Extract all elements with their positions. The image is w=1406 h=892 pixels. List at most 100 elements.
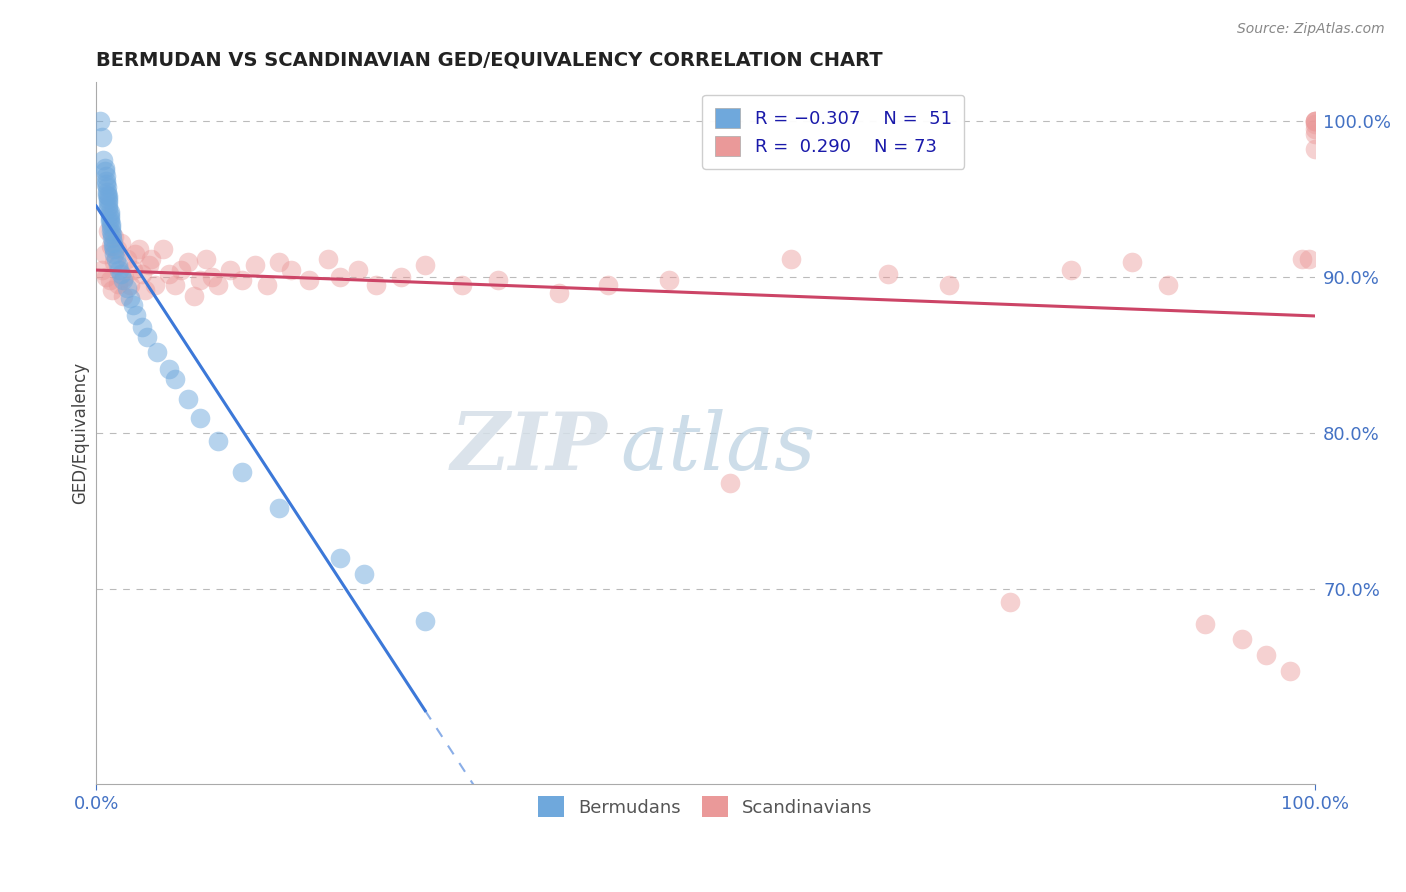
Point [115, 281, 138, 295]
Point [998, 595, 1021, 609]
Point [231, 273, 253, 287]
Point [98, 273, 121, 287]
Point [136, 329, 159, 343]
Point [366, 278, 388, 293]
Point [105, 242, 128, 256]
Point [146, 345, 169, 359]
Point [413, 614, 436, 628]
Point [93, 164, 115, 178]
Point [103, 239, 125, 253]
Point [93, 247, 115, 261]
Point [93, 153, 115, 168]
Point [97, 198, 120, 212]
Text: BERMUDAN VS SCANDINAVIAN GED/EQUIVALENCY CORRELATION CHART: BERMUDAN VS SCANDINAVIAN GED/EQUIVALENCY… [96, 51, 883, 70]
Point [107, 277, 129, 291]
Point [96, 187, 118, 202]
Point [201, 270, 224, 285]
Point [91, 262, 114, 277]
Point [1303, 114, 1326, 128]
Point [1303, 114, 1326, 128]
Point [938, 278, 960, 293]
Point [98, 211, 121, 225]
Point [121, 298, 143, 312]
Point [157, 267, 180, 281]
Point [94, 177, 117, 191]
Point [101, 283, 124, 297]
Point [103, 247, 125, 261]
Point [1230, 632, 1253, 647]
Point [1279, 664, 1302, 678]
Point [110, 267, 132, 281]
Point [112, 270, 135, 285]
Point [165, 372, 187, 386]
Point [108, 262, 131, 277]
Point [100, 217, 122, 231]
Point [170, 262, 193, 277]
Point [1303, 114, 1326, 128]
Point [877, 267, 900, 281]
Point [97, 195, 120, 210]
Point [194, 252, 217, 266]
Point [329, 551, 352, 566]
Point [1303, 122, 1326, 136]
Point [91, 130, 114, 145]
Point [779, 252, 801, 266]
Point [97, 202, 120, 216]
Point [124, 247, 146, 261]
Point [188, 273, 211, 287]
Legend: Bermudans, Scandinavians: Bermudans, Scandinavians [531, 789, 880, 824]
Point [207, 278, 229, 293]
Point [97, 223, 120, 237]
Point [1303, 127, 1326, 141]
Point [1157, 278, 1180, 293]
Point [104, 252, 127, 266]
Text: Source: ZipAtlas.com: Source: ZipAtlas.com [1237, 22, 1385, 37]
Point [100, 220, 122, 235]
Point [658, 273, 681, 287]
Point [98, 208, 121, 222]
Point [176, 392, 198, 406]
Point [329, 270, 352, 285]
Point [96, 185, 118, 199]
Point [89, 114, 111, 128]
Point [413, 258, 436, 272]
Point [267, 254, 290, 268]
Point [486, 273, 509, 287]
Point [450, 278, 472, 293]
Point [101, 227, 124, 241]
Point [96, 180, 118, 194]
Point [121, 262, 143, 277]
Point [316, 252, 339, 266]
Point [97, 192, 120, 206]
Point [1060, 262, 1083, 277]
Point [207, 434, 229, 449]
Point [280, 262, 302, 277]
Point [115, 252, 138, 266]
Point [111, 273, 134, 287]
Point [120, 278, 142, 293]
Point [256, 278, 278, 293]
Point [298, 273, 321, 287]
Point [143, 278, 166, 293]
Point [131, 320, 153, 334]
Point [389, 270, 412, 285]
Point [1121, 254, 1143, 268]
Point [138, 258, 160, 272]
Point [97, 189, 120, 203]
Y-axis label: GED/Equivalency: GED/Equivalency [72, 362, 89, 505]
Point [165, 278, 187, 293]
Point [110, 235, 132, 250]
Point [1303, 118, 1326, 132]
Point [93, 161, 115, 176]
Point [139, 252, 162, 266]
Point [125, 308, 148, 322]
Point [188, 410, 211, 425]
Point [1254, 648, 1277, 662]
Point [103, 235, 125, 250]
Point [231, 466, 253, 480]
Point [1298, 252, 1320, 266]
Point [103, 254, 125, 268]
Point [101, 231, 124, 245]
Point [718, 476, 741, 491]
Point [98, 214, 121, 228]
